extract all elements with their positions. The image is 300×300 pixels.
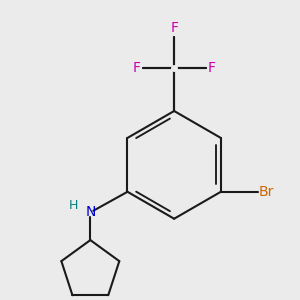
Text: N: N (85, 205, 95, 219)
Text: Br: Br (259, 185, 274, 199)
Text: F: F (208, 61, 216, 75)
Text: F: F (133, 61, 141, 75)
Text: H: H (69, 199, 78, 212)
Text: F: F (170, 21, 178, 35)
